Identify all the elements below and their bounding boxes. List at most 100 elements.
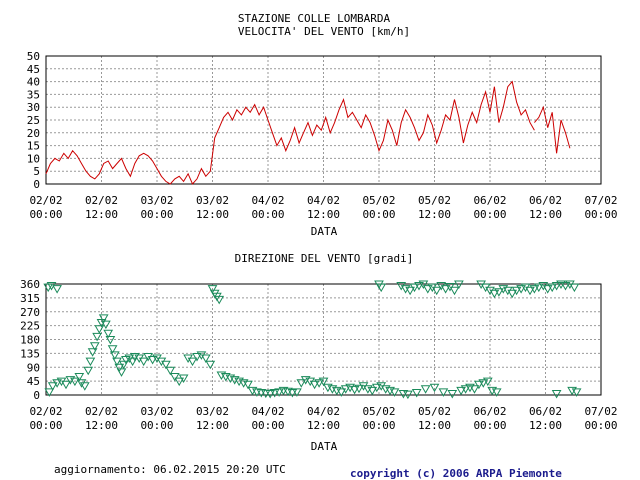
direction-point bbox=[371, 383, 382, 393]
x-tick-label: 00:00 bbox=[584, 208, 617, 221]
direction-point bbox=[314, 379, 324, 388]
direction-point bbox=[403, 390, 413, 400]
direction-point bbox=[469, 385, 480, 394]
speed-xlabel: DATA bbox=[311, 225, 338, 238]
y-tick-label: 270 bbox=[20, 306, 40, 319]
x-tick-label: 06/02 bbox=[529, 194, 562, 207]
y-tick-label: 50 bbox=[27, 50, 40, 63]
direction-point bbox=[114, 363, 125, 373]
y-tick-label: 225 bbox=[20, 320, 40, 333]
x-tick-label: 00:00 bbox=[362, 419, 395, 432]
x-tick-label: 03/02 bbox=[140, 405, 173, 418]
direction-point bbox=[296, 379, 307, 388]
y-tick-label: 180 bbox=[20, 334, 40, 347]
direction-point bbox=[265, 390, 276, 399]
speed-series-line bbox=[45, 80, 535, 185]
x-tick-label: 00:00 bbox=[140, 208, 173, 221]
direction-point bbox=[516, 285, 526, 294]
x-tick-label: 12:00 bbox=[85, 419, 118, 432]
direction-point bbox=[409, 283, 420, 293]
x-tick-label: 00:00 bbox=[140, 419, 173, 432]
direction-point bbox=[207, 285, 218, 294]
direction-point bbox=[44, 388, 55, 397]
direction-point bbox=[411, 389, 422, 398]
x-tick-label: 04/02 bbox=[251, 194, 284, 207]
y-tick-label: 30 bbox=[27, 101, 40, 114]
x-tick-label: 12:00 bbox=[418, 419, 451, 432]
y-tick-label: 10 bbox=[27, 152, 40, 165]
direction-point bbox=[92, 332, 102, 342]
x-tick-label: 12:00 bbox=[529, 208, 562, 221]
direction-point bbox=[551, 390, 562, 399]
direction-point bbox=[109, 351, 120, 360]
x-tick-label: 03/02 bbox=[196, 194, 229, 207]
x-tick-label: 07/02 bbox=[584, 194, 617, 207]
y-tick-label: 35 bbox=[27, 88, 40, 101]
direction-point bbox=[87, 348, 98, 357]
direction-point bbox=[449, 286, 460, 296]
direction-point bbox=[70, 377, 80, 387]
direction-point bbox=[47, 382, 58, 391]
x-tick-label: 03/02 bbox=[140, 194, 173, 207]
x-tick-label: 06/02 bbox=[529, 405, 562, 418]
x-tick-label: 04/02 bbox=[307, 405, 340, 418]
direction-point bbox=[116, 368, 127, 377]
direction-point bbox=[85, 357, 96, 367]
direction-point bbox=[551, 282, 562, 291]
direction-point bbox=[460, 385, 471, 394]
direction-point bbox=[214, 295, 225, 305]
direction-point bbox=[178, 374, 189, 384]
direction-point bbox=[389, 388, 400, 397]
direction-point bbox=[174, 377, 185, 387]
direction-point bbox=[112, 357, 122, 367]
direction-point bbox=[405, 286, 415, 296]
direction-point bbox=[340, 385, 351, 394]
direction-point bbox=[474, 380, 484, 390]
x-tick-label: 04/02 bbox=[307, 194, 340, 207]
x-tick-label: 05/02 bbox=[418, 405, 451, 418]
direction-point bbox=[418, 280, 429, 290]
direction-point bbox=[507, 289, 518, 299]
direction-title: DIREZIONE DEL VENTO [gradi] bbox=[235, 252, 414, 265]
direction-point bbox=[101, 320, 111, 330]
direction-point bbox=[138, 357, 149, 367]
direction-point bbox=[533, 283, 544, 293]
x-tick-label: 12:00 bbox=[196, 419, 229, 432]
direction-point bbox=[105, 336, 116, 345]
y-tick-label: 45 bbox=[27, 63, 40, 76]
direction-point bbox=[161, 360, 171, 370]
x-tick-label: 06/02 bbox=[473, 194, 506, 207]
x-tick-label: 00:00 bbox=[29, 208, 62, 221]
direction-point bbox=[103, 329, 114, 339]
direction-point bbox=[422, 285, 433, 294]
direction-point bbox=[243, 380, 253, 390]
x-tick-label: 05/02 bbox=[362, 405, 395, 418]
direction-point bbox=[440, 285, 451, 294]
direction-point bbox=[205, 360, 216, 370]
direction-point bbox=[269, 389, 280, 398]
x-tick-label: 02/02 bbox=[29, 194, 62, 207]
x-tick-label: 00:00 bbox=[584, 419, 617, 432]
x-tick-label: 12:00 bbox=[307, 419, 340, 432]
y-tick-label: 90 bbox=[27, 361, 40, 374]
y-tick-label: 15 bbox=[27, 140, 40, 153]
y-tick-label: 0 bbox=[33, 178, 40, 191]
direction-point bbox=[83, 366, 94, 376]
direction-point bbox=[169, 373, 180, 382]
y-tick-label: 40 bbox=[27, 76, 40, 89]
direction-point bbox=[61, 380, 71, 390]
direction-point bbox=[482, 377, 493, 387]
direction-point bbox=[200, 354, 211, 364]
y-tick-label: 135 bbox=[20, 347, 40, 360]
direction-point bbox=[431, 286, 442, 296]
y-tick-label: 0 bbox=[33, 389, 40, 402]
y-tick-label: 315 bbox=[20, 292, 40, 305]
x-tick-label: 02/02 bbox=[29, 405, 62, 418]
direction-xlabel: DATA bbox=[311, 440, 338, 453]
y-tick-label: 25 bbox=[27, 114, 40, 127]
direction-point bbox=[414, 282, 424, 291]
direction-point bbox=[571, 388, 582, 397]
speed-panel: 0510152025303540455002/0200:0002/0212:00… bbox=[27, 50, 618, 221]
direction-point bbox=[52, 285, 62, 294]
